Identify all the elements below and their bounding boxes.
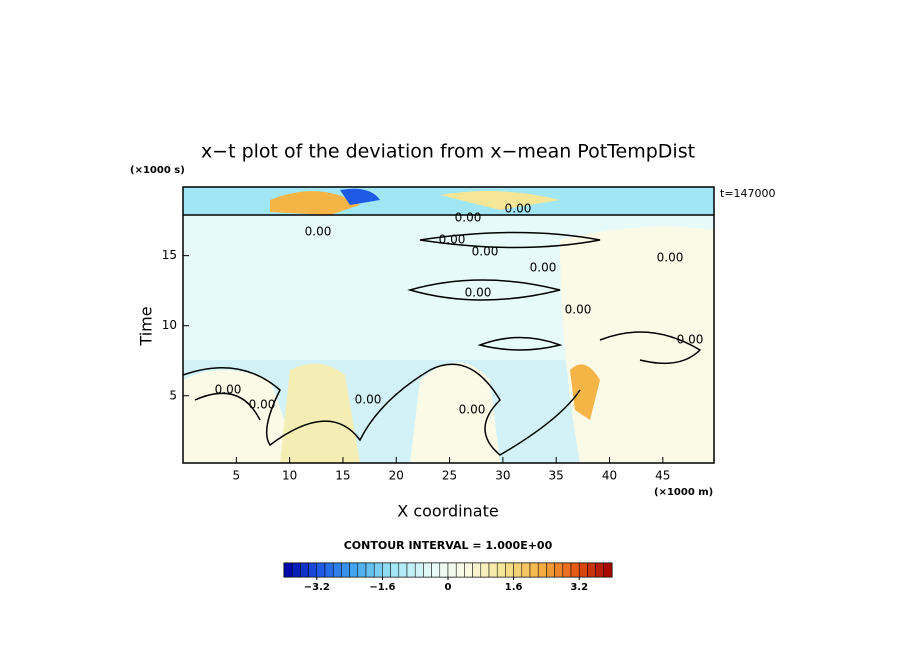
warm-region <box>440 191 560 210</box>
color-box <box>488 562 498 578</box>
contour-label: 0.00 <box>565 303 592 317</box>
color-box <box>480 562 490 578</box>
x-tick-label: 25 <box>442 469 457 483</box>
colorbar-label: 0 <box>445 582 452 593</box>
contour-interval: CONTOUR INTERVAL = 1.000E+00 <box>344 539 553 552</box>
color-box <box>373 562 383 578</box>
color-box <box>439 562 449 578</box>
color-box <box>496 562 506 578</box>
warm-region <box>183 370 300 463</box>
contour-label: 0.00 <box>459 403 486 417</box>
color-box <box>562 562 572 578</box>
contour-field <box>182 187 714 463</box>
color-box <box>505 562 514 578</box>
x-tick-label: 45 <box>655 469 670 483</box>
colorbar-label: 3.2 <box>570 582 588 593</box>
color-box <box>414 562 424 578</box>
color-box <box>324 562 334 578</box>
contour-label: 0.00 <box>657 251 684 265</box>
color-box <box>455 562 465 578</box>
color-box <box>537 562 547 578</box>
x-tick-label: 30 <box>495 469 510 483</box>
contour-label: 0.00 <box>465 286 492 300</box>
color-box <box>521 562 531 578</box>
colorbar-label: −3.2 <box>304 582 330 593</box>
color-box <box>578 562 588 578</box>
color-box <box>546 562 555 578</box>
color-box <box>603 562 613 578</box>
contour-label: 0.00 <box>455 211 482 225</box>
color-box <box>291 562 301 578</box>
contour-label: 0.00 <box>249 398 276 412</box>
color-box <box>341 562 350 578</box>
contour-label: 0.00 <box>355 393 382 407</box>
contour-label: 0.00 <box>530 261 557 275</box>
contour-label: 0.00 <box>439 233 466 247</box>
contour-label: 0.00 <box>305 225 332 239</box>
color-box <box>349 562 359 578</box>
y-tick-label: 15 <box>162 248 177 262</box>
chart-title: x−t plot of the deviation from x−mean Po… <box>201 141 695 163</box>
color-box <box>529 562 539 578</box>
color-box <box>398 562 408 578</box>
color-box <box>300 562 309 578</box>
plot-frame <box>182 186 715 464</box>
color-box <box>423 562 432 578</box>
color-box <box>390 562 400 578</box>
y-tick-label: 5 <box>169 388 177 402</box>
x-unit: (×1000 m) <box>654 487 713 498</box>
color-box <box>382 562 391 578</box>
color-box <box>283 562 293 578</box>
color-box <box>365 562 375 578</box>
x-tick-label: 15 <box>335 469 350 483</box>
contour-label: 0.00 <box>215 383 242 397</box>
warm-region <box>410 362 500 463</box>
warm-region <box>280 363 360 463</box>
y-unit: (×1000 s) <box>130 165 185 176</box>
color-box <box>464 562 473 578</box>
x-label: X coordinate <box>397 502 498 521</box>
color-box <box>570 562 580 578</box>
contour-label: 0.00 <box>677 333 704 347</box>
contour-label: 0.00 <box>472 245 499 259</box>
cold-region <box>340 188 380 205</box>
time-label: t=147000 <box>720 187 776 200</box>
contour-label: 0.00 <box>505 202 532 216</box>
color-box <box>357 562 367 578</box>
color-box <box>587 562 596 578</box>
warm-region <box>270 191 360 215</box>
x-tick-label: 20 <box>389 469 404 483</box>
x-tick-label: 35 <box>549 469 564 483</box>
x-tick-label: 40 <box>602 469 617 483</box>
color-box <box>554 562 564 578</box>
color-box <box>472 562 482 578</box>
colorbar-label: −1.6 <box>369 582 395 593</box>
color-box <box>431 562 441 578</box>
warm-region <box>570 364 600 420</box>
y-tick-label: 10 <box>162 318 177 332</box>
warm-region <box>560 226 714 463</box>
y-label: Time <box>137 306 156 346</box>
color-box <box>316 562 326 578</box>
color-box <box>406 562 416 578</box>
x-tick-label: 5 <box>232 469 240 483</box>
color-box <box>513 562 523 578</box>
color-box <box>332 562 342 578</box>
x-tick-label: 10 <box>282 469 297 483</box>
color-box <box>447 562 457 578</box>
top-band <box>183 187 714 215</box>
color-box <box>308 562 318 578</box>
color-box <box>595 562 605 578</box>
colorbar-label: 1.6 <box>505 582 523 593</box>
